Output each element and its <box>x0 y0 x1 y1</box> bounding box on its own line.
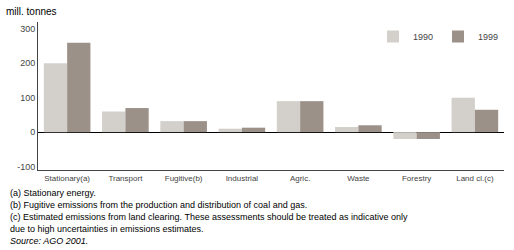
svg-text:-100: -100 <box>17 162 35 172</box>
svg-text:0: 0 <box>30 127 35 137</box>
svg-text:(a) Stationary energy.: (a) Stationary energy. <box>10 188 96 198</box>
svg-text:300: 300 <box>20 24 35 34</box>
svg-text:200: 200 <box>20 58 35 68</box>
svg-text:Forestry: Forestry <box>402 174 431 183</box>
svg-text:Source: AGO 2001.: Source: AGO 2001. <box>10 236 88 246</box>
svg-text:Stationary(a): Stationary(a) <box>44 174 90 183</box>
svg-text:1990: 1990 <box>413 32 433 42</box>
svg-text:Industrial: Industrial <box>226 174 259 183</box>
svg-text:Land cl.(c): Land cl.(c) <box>456 174 494 183</box>
svg-text:Agric.: Agric. <box>290 174 310 183</box>
svg-text:mill. tonnes: mill. tonnes <box>6 6 57 17</box>
svg-text:Waste: Waste <box>347 174 370 183</box>
svg-text:(b) Fugitive emissions from th: (b) Fugitive emissions from the producti… <box>10 200 307 210</box>
svg-text:due to high uncertainties in e: due to high uncertainties in emissions e… <box>10 224 204 234</box>
svg-text:(c) Estimated emissions from l: (c) Estimated emissions from land cleari… <box>10 212 408 222</box>
svg-text:Fugitive(b): Fugitive(b) <box>165 174 203 183</box>
svg-text:1999: 1999 <box>478 32 498 42</box>
svg-text:Transport: Transport <box>108 174 143 183</box>
svg-text:100: 100 <box>20 93 35 103</box>
